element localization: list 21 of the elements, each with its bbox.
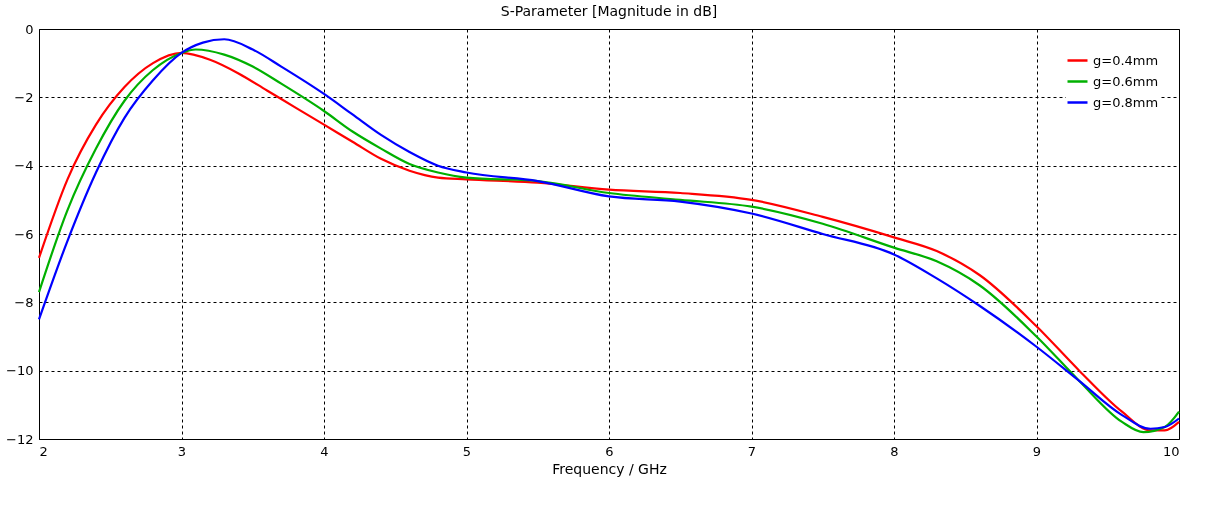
x-tick-label: 3	[177, 443, 187, 459]
y-tick-label: −8	[14, 294, 34, 310]
x-tick-label: 5	[462, 443, 472, 459]
x-tick-label: 4	[320, 443, 329, 459]
y-tick-label: 0	[25, 21, 34, 37]
y-tick-label: −6	[14, 226, 34, 242]
x-axis-title: Frequency / GHz	[552, 460, 667, 477]
y-tick-label: −2	[14, 89, 34, 105]
y-tick-label: −12	[6, 431, 34, 447]
y-tick-label: −10	[6, 363, 34, 379]
x-tick-label: 9	[1032, 443, 1042, 459]
chart-title: S-Parameter [Magnitude in dB]	[500, 3, 718, 19]
legend-label: g=0.4mm	[1093, 52, 1159, 68]
x-tick-label: 10	[1162, 443, 1180, 459]
legend-label: g=0.6mm	[1093, 73, 1159, 89]
y-tick-label: −4	[14, 158, 34, 174]
legend-label: g=0.8mm	[1093, 94, 1159, 110]
x-tick-label: 7	[747, 443, 757, 459]
x-tick-label: 6	[605, 443, 614, 459]
x-tick-label: 2	[39, 443, 48, 459]
x-tick-label: 8	[890, 443, 899, 459]
